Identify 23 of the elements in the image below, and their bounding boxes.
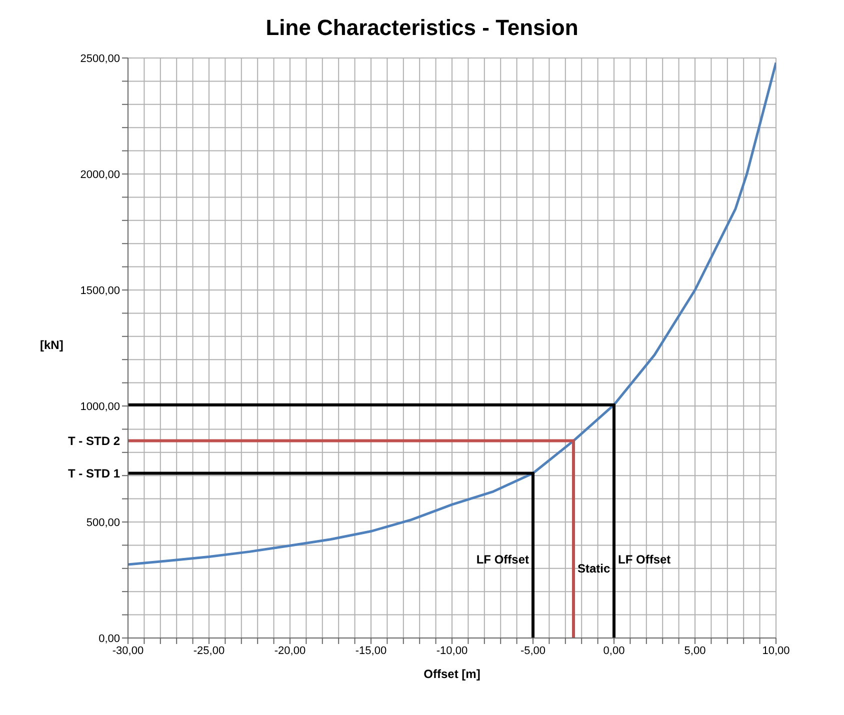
y-tick-label: 0,00 — [98, 632, 120, 645]
annotation: T - STD 2 — [68, 434, 120, 448]
y-tick-label: 1000,00 — [80, 400, 120, 413]
chart-title: Line Characteristics - Tension — [264, 14, 580, 42]
annotation: T - STD 1 — [68, 466, 120, 481]
y-tick-label: 2500,00 — [80, 52, 120, 65]
y-tick-label: 500,00 — [86, 516, 120, 529]
x-axis-title: Offset [m] — [424, 667, 480, 681]
x-tick-label: 10,00 — [762, 644, 790, 657]
x-tick-label: 5,00 — [684, 644, 706, 657]
y-axis-title: [kN] — [40, 338, 64, 352]
annotation: LF Offset — [618, 552, 671, 566]
x-tick-label: -20,00 — [274, 644, 306, 657]
x-tick-label: -30,00 — [112, 644, 144, 657]
y-tick-label: 2000,00 — [80, 168, 120, 181]
x-tick-label: -25,00 — [193, 644, 225, 657]
annotation: LF Offset — [476, 552, 529, 566]
annotation: Static — [578, 562, 611, 576]
x-tick-label: 0,00 — [603, 644, 625, 657]
x-tick-label: -15,00 — [355, 644, 387, 657]
x-tick-label: -5,00 — [520, 644, 546, 657]
x-tick-label: -10,00 — [436, 644, 468, 657]
y-tick-label: 1500,00 — [80, 284, 120, 297]
